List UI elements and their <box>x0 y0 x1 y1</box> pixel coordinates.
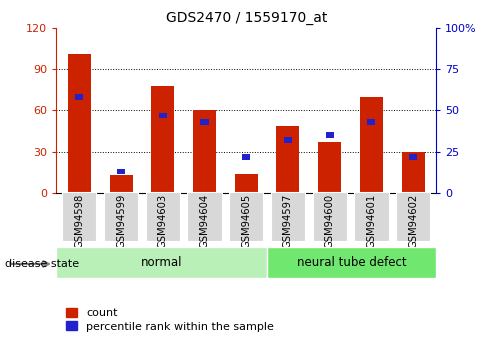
Bar <box>242 154 250 159</box>
Bar <box>284 137 292 143</box>
FancyBboxPatch shape <box>271 192 305 241</box>
Bar <box>110 175 132 193</box>
Text: GSM94605: GSM94605 <box>241 194 251 248</box>
FancyBboxPatch shape <box>396 192 430 241</box>
Text: GSM94598: GSM94598 <box>74 194 84 248</box>
Bar <box>193 110 216 193</box>
FancyBboxPatch shape <box>354 192 389 241</box>
FancyBboxPatch shape <box>313 192 347 241</box>
Text: GSM94601: GSM94601 <box>367 194 376 248</box>
Text: GSM94597: GSM94597 <box>283 194 293 248</box>
Bar <box>68 54 91 193</box>
Text: neural tube defect: neural tube defect <box>297 256 407 269</box>
Bar <box>318 142 341 193</box>
Text: GSM94602: GSM94602 <box>408 194 418 248</box>
Text: GSM94603: GSM94603 <box>158 194 168 248</box>
Bar <box>117 169 125 175</box>
Text: disease state: disease state <box>5 259 79 269</box>
Text: GSM94604: GSM94604 <box>199 194 210 248</box>
FancyBboxPatch shape <box>229 192 263 241</box>
Text: GSM94600: GSM94600 <box>325 194 335 248</box>
Bar <box>151 86 174 193</box>
Bar <box>326 132 334 138</box>
FancyBboxPatch shape <box>56 247 268 278</box>
FancyBboxPatch shape <box>62 192 97 241</box>
Bar <box>402 152 425 193</box>
Text: normal: normal <box>141 256 183 269</box>
Bar <box>276 126 299 193</box>
FancyBboxPatch shape <box>146 192 180 241</box>
Title: GDS2470 / 1559170_at: GDS2470 / 1559170_at <box>166 11 327 25</box>
Bar <box>159 112 167 118</box>
Bar <box>360 97 383 193</box>
Bar <box>409 154 417 159</box>
FancyBboxPatch shape <box>187 192 221 241</box>
Bar <box>235 174 258 193</box>
Bar <box>200 119 209 125</box>
FancyBboxPatch shape <box>104 192 138 241</box>
Legend: count, percentile rank within the sample: count, percentile rank within the sample <box>62 303 279 336</box>
Text: GSM94599: GSM94599 <box>116 194 126 248</box>
Bar <box>368 119 375 125</box>
FancyBboxPatch shape <box>268 247 436 278</box>
Bar <box>75 95 83 100</box>
